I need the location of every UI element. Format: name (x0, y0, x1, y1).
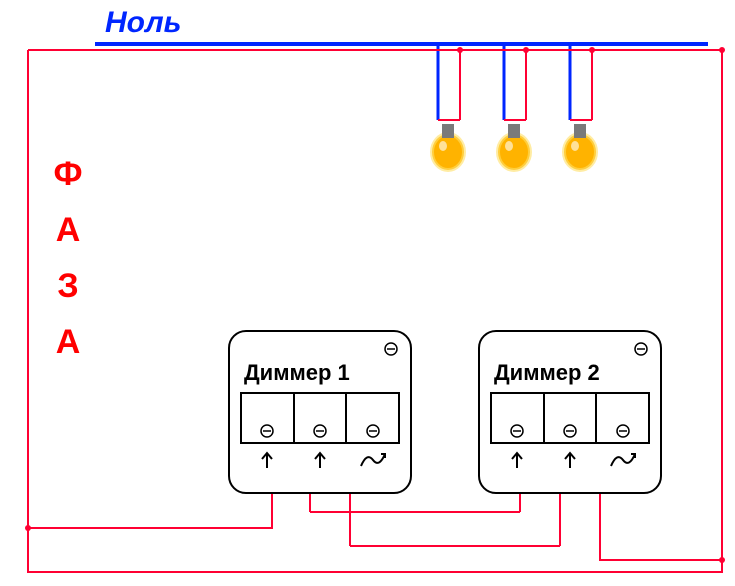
diagram-stage: Ноль ФАЗА Диммер 1 (0, 0, 735, 586)
arrow-up-icon (240, 446, 293, 474)
node (25, 525, 31, 531)
node (589, 47, 595, 53)
screw-icon (260, 424, 274, 438)
terminal-1 (242, 394, 295, 442)
dimmer-1-title: Диммер 1 (244, 360, 350, 386)
terminal-strip (490, 392, 650, 444)
dimmer-curve-icon (597, 446, 650, 474)
screw-icon (510, 424, 524, 438)
screw-icon (616, 424, 630, 438)
symbol-row (490, 446, 650, 474)
bulb-3 (560, 118, 600, 178)
node (719, 557, 725, 563)
arrow-up-icon (293, 446, 346, 474)
arrow-up-icon (490, 446, 543, 474)
screw-icon (384, 342, 398, 356)
screw-icon (313, 424, 327, 438)
dimmer-2: Диммер 2 (478, 330, 662, 494)
terminal-3 (347, 394, 398, 442)
bulb-1 (428, 118, 468, 178)
screw-icon (634, 342, 648, 356)
arrow-up-icon (543, 446, 596, 474)
bulb-2 (494, 118, 534, 178)
terminal-2 (295, 394, 348, 442)
screw-icon (563, 424, 577, 438)
terminal-2 (545, 394, 598, 442)
screw-icon (366, 424, 380, 438)
phase-label: ФАЗА (48, 155, 87, 379)
wiring-layer (0, 0, 735, 586)
neutral-label: Ноль (105, 6, 181, 40)
dimmer-curve-icon (347, 446, 400, 474)
symbol-row (240, 446, 400, 474)
terminal-1 (492, 394, 545, 442)
node (719, 47, 725, 53)
terminal-strip (240, 392, 400, 444)
terminal-3 (597, 394, 648, 442)
dimmer-1: Диммер 1 (228, 330, 412, 494)
node (457, 47, 463, 53)
node (523, 47, 529, 53)
dimmer-2-title: Диммер 2 (494, 360, 600, 386)
